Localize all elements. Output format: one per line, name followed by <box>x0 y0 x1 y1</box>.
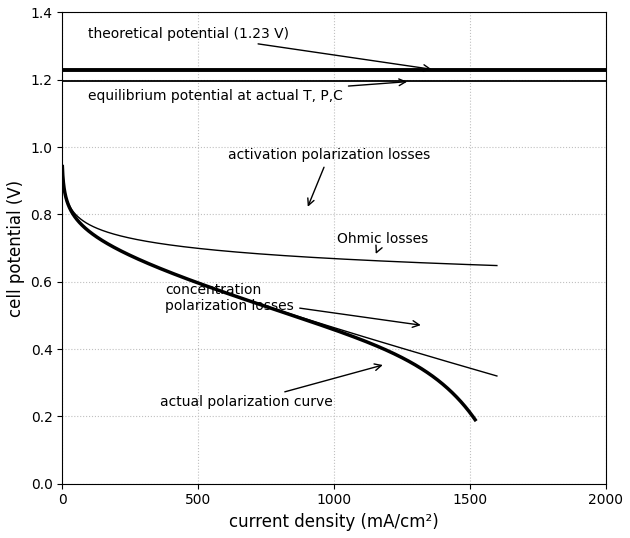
Text: equilibrium potential at actual T, P,C: equilibrium potential at actual T, P,C <box>88 79 406 103</box>
Y-axis label: cell potential (V): cell potential (V) <box>7 180 25 317</box>
Text: concentration
polarization losses: concentration polarization losses <box>166 283 419 327</box>
Text: activation polarization losses: activation polarization losses <box>228 148 430 206</box>
Text: actual polarization curve: actual polarization curve <box>160 364 381 409</box>
Text: theoretical potential (1.23 V): theoretical potential (1.23 V) <box>88 27 430 72</box>
Text: Ohmic losses: Ohmic losses <box>336 232 428 252</box>
X-axis label: current density (mA/cm²): current density (mA/cm²) <box>229 513 438 531</box>
